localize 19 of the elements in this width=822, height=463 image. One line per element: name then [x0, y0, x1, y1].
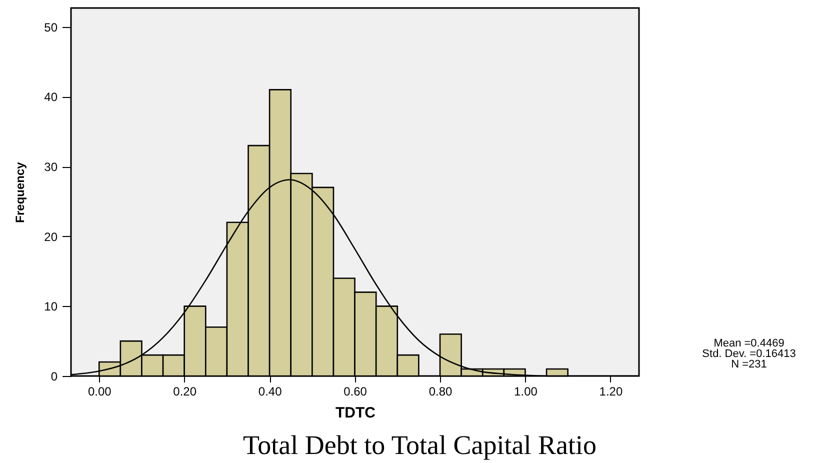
text: Mean =0.4469 [714, 337, 784, 350]
y-tick-label: 20 [44, 230, 58, 244]
y-tick-label: 40 [44, 90, 58, 104]
y-tick-label: 10 [44, 300, 58, 314]
x-tick-label: 0.60 [344, 384, 368, 398]
x-axis-title: TDTC [336, 404, 376, 422]
x-tick-label: 0.20 [173, 384, 197, 398]
text: N =231 [731, 358, 767, 371]
x-tick-label: 0.40 [258, 384, 282, 398]
text: Std. Dev. =0.16413 [702, 348, 796, 360]
y-axis-title: Frequency [13, 162, 28, 223]
x-tick-label: 1.20 [599, 384, 623, 398]
y-tick-label: 0 [50, 370, 58, 384]
x-tick-label: 0.80 [428, 384, 453, 398]
text: Total Debt to Total Capital Ratio [243, 430, 596, 460]
x-tick-label: 0.00 [88, 384, 112, 398]
y-tick-label: 50 [44, 20, 58, 34]
y-tick-label: 30 [44, 160, 58, 174]
x-tick-label: 1.00 [514, 384, 538, 398]
